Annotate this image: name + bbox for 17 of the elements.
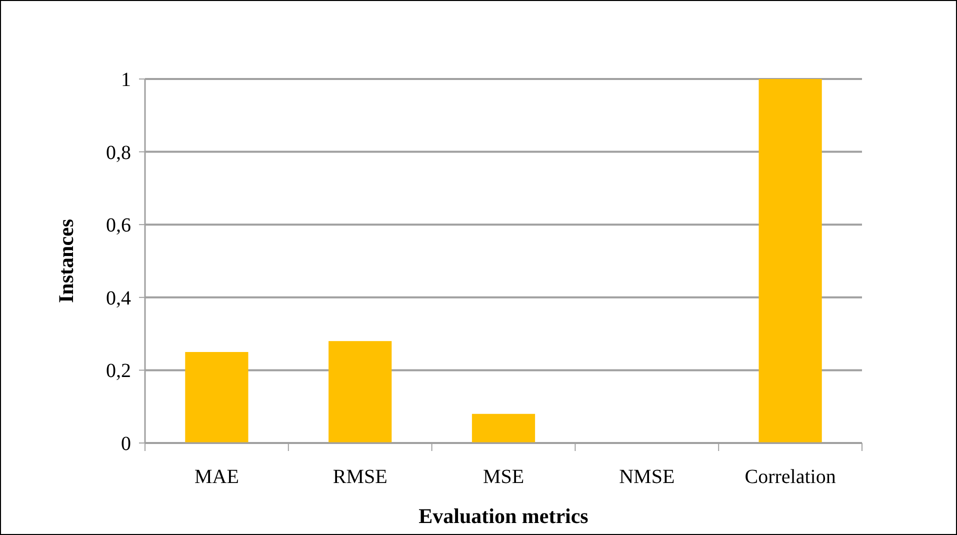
x-tick-label: Correlation xyxy=(744,466,836,488)
x-tick-label: MSE xyxy=(482,466,524,488)
x-tick-label: MAE xyxy=(194,466,239,488)
x-tick-label: RMSE xyxy=(332,466,388,488)
bar xyxy=(185,352,248,443)
y-tick-label: 0,8 xyxy=(106,142,131,164)
x-tick-label: NMSE xyxy=(619,466,675,488)
y-tick-label: 0,2 xyxy=(106,360,131,382)
bar xyxy=(328,341,392,443)
y-tick-label: 1 xyxy=(121,69,131,91)
y-tick-label: 0,6 xyxy=(106,214,131,237)
y-tick-label: 0 xyxy=(121,433,131,455)
y-tick-label: 0,4 xyxy=(106,287,131,310)
bar xyxy=(472,414,536,443)
x-axis-title: Evaluation metrics xyxy=(418,504,588,528)
bar xyxy=(758,79,822,443)
y-axis-title: Instances xyxy=(54,218,78,304)
